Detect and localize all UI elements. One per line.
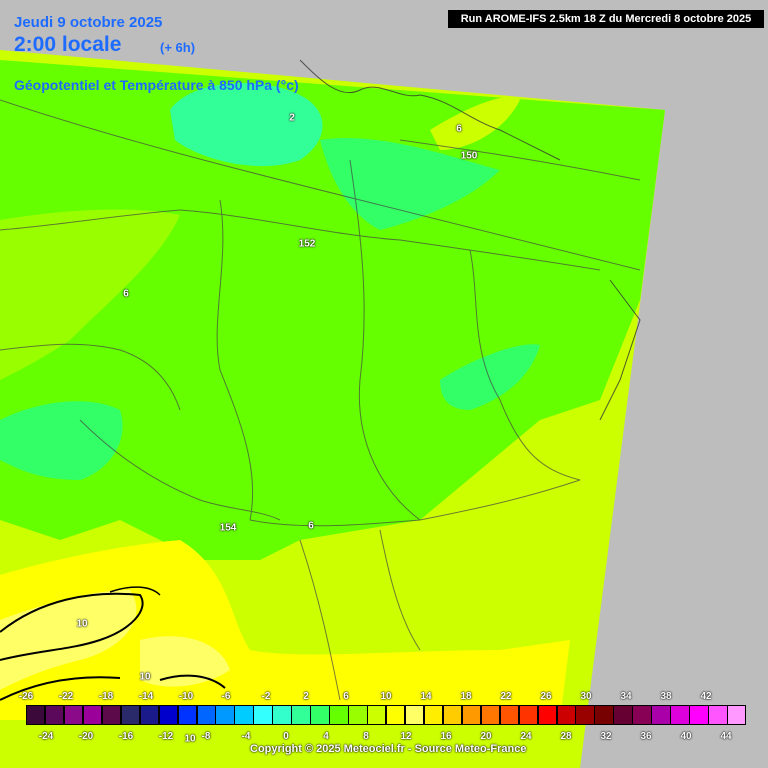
legend-swatch [651, 705, 671, 725]
legend-tick-label: 24 [520, 731, 532, 742]
legend-swatch [26, 705, 46, 725]
legend-tick-label: -16 [118, 731, 134, 742]
legend-tick-label: 42 [700, 691, 712, 702]
legend-swatch [63, 705, 84, 725]
legend-swatch [386, 705, 406, 725]
legend-tick-label: 8 [363, 731, 369, 742]
legend-swatch [348, 705, 368, 725]
isotherm-label: 10 [139, 671, 151, 683]
legend-tick-label: 20 [480, 731, 492, 742]
legend-swatch [689, 705, 709, 725]
legend-swatch [708, 705, 728, 725]
legend-tick-label: 14 [420, 691, 432, 702]
legend-tick-label: -6 [221, 691, 231, 702]
legend-tick-label: 34 [620, 691, 632, 702]
legend-swatch [367, 705, 387, 725]
isotherm-label: 10 [184, 733, 196, 745]
geopotential-label: 152 [298, 238, 316, 250]
legend-swatch [329, 705, 349, 725]
geopotential-label: 154 [219, 522, 237, 534]
legend-swatch [139, 705, 160, 725]
legend-swatch [556, 705, 576, 725]
legend-swatch [120, 705, 141, 725]
forecast-time: 2:00 locale [14, 33, 122, 56]
legend-tick-label: 28 [560, 731, 572, 742]
legend-swatch [253, 705, 273, 725]
isotherm-label: 6 [123, 288, 129, 300]
legend-swatch [234, 705, 254, 725]
legend-swatch [82, 705, 103, 725]
legend-swatch [196, 705, 216, 725]
legend-tick-label: 6 [343, 691, 349, 702]
isotherm-label: 2 [289, 112, 295, 124]
legend-tick-label: -2 [261, 691, 271, 702]
legend-swatch [310, 705, 330, 725]
legend-swatch [499, 705, 520, 725]
legend-tick-label: 0 [283, 731, 289, 742]
legend-swatch [291, 705, 311, 725]
legend-tick-label: 2 [303, 691, 309, 702]
parameter-title: Géopotentiel et Température à 850 hPa (°… [14, 77, 299, 93]
legend-swatch [575, 705, 595, 725]
legend-tick-label: -22 [58, 691, 74, 702]
legend-tick-label: -14 [138, 691, 154, 702]
legend-swatch [44, 705, 65, 725]
legend-tick-label: -10 [178, 691, 194, 702]
legend-swatch [727, 705, 747, 725]
copyright-text: Copyright © 2025 Meteociel.fr - Source M… [250, 743, 527, 755]
legend-tick-label: 4 [323, 731, 329, 742]
isotherm-label: 6 [308, 520, 314, 532]
legend-tick-label: 12 [400, 731, 412, 742]
legend-tick-label: -4 [241, 731, 251, 742]
legend-tick-label: -24 [38, 731, 54, 742]
legend-tick-label: 44 [720, 731, 732, 742]
legend-tick-label: 10 [380, 691, 392, 702]
legend-swatch [101, 705, 122, 725]
legend-swatch [518, 705, 539, 725]
forecast-lead: (+ 6h) [160, 40, 196, 55]
legend-tick-label: 26 [540, 691, 552, 702]
legend-tick-label: -12 [158, 731, 174, 742]
legend-tick-label: 40 [680, 731, 692, 742]
legend-tick-label: -20 [78, 731, 94, 742]
legend-tick-label: -18 [98, 691, 114, 702]
legend-swatch [461, 705, 482, 725]
legend-swatch [423, 705, 444, 725]
legend-swatch [632, 705, 652, 725]
legend-tick-label: 22 [500, 691, 512, 702]
isotherm-label: 6 [456, 123, 462, 135]
legend-swatch [404, 705, 425, 725]
run-info: Run AROME-IFS 2.5km 18 Z du Mercredi 8 o… [448, 10, 764, 28]
legend-swatch [670, 705, 690, 725]
forecast-date: Jeudi 9 octobre 2025 [14, 14, 163, 31]
legend-tick-label: 32 [600, 731, 612, 742]
legend-tick-label: 36 [640, 731, 652, 742]
legend-swatch [158, 705, 179, 725]
legend-swatch [480, 705, 501, 725]
legend-tick-label: -8 [201, 731, 211, 742]
legend-swatch [272, 705, 292, 725]
legend-tick-label: 16 [440, 731, 452, 742]
legend-tick-label: -26 [18, 691, 34, 702]
legend-swatch [613, 705, 633, 725]
legend-tick-label: 18 [460, 691, 472, 702]
legend-swatch [177, 705, 198, 725]
legend-swatch [442, 705, 463, 725]
legend-tick-label: 30 [580, 691, 592, 702]
legend-tick-label: 38 [660, 691, 672, 702]
legend-swatch [215, 705, 235, 725]
legend-swatch [537, 705, 558, 725]
legend-swatch [594, 705, 614, 725]
geopotential-label: 150 [460, 150, 478, 162]
color-legend: -26 -22 -18 -14 -10 -6 -2 2 6 10 14 18 22 26 30 34 38 42-… [0, 688, 768, 768]
isotherm-label: 10 [76, 618, 88, 630]
